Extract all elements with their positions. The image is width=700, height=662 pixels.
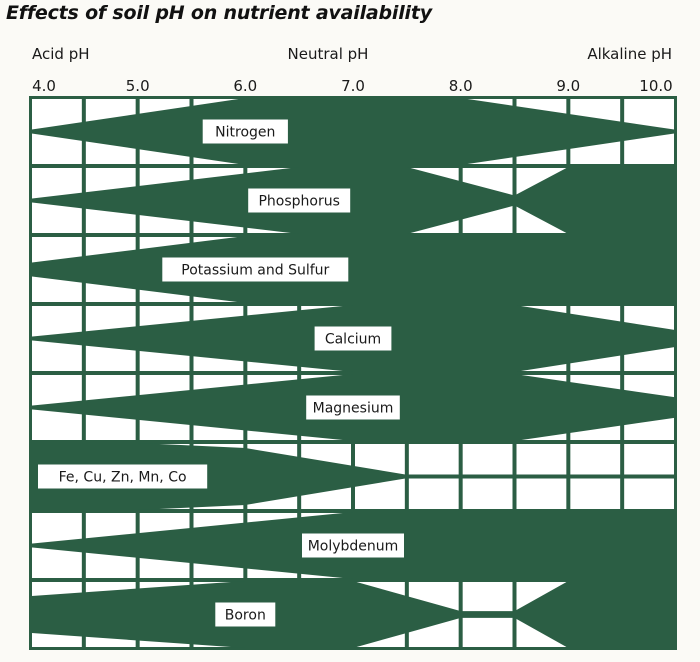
band-phosphorus [30,167,676,234]
chart-title: Effects of soil pH on nutrient availabil… [6,2,432,24]
label-box-magnesium [306,395,400,420]
grid-cell [32,306,82,337]
label-box-fe-cu-zn-mn-co [38,464,208,489]
band-label-calcium: Calcium [325,332,381,348]
grid-cell [32,513,82,544]
grid-cell [570,478,621,509]
label-box-nitrogen [202,119,288,144]
grid-cell [32,340,82,371]
header-label-alkaline: Alkaline pH [587,45,672,63]
header-label-acid: Acid pH [32,45,90,63]
band-boron [30,581,676,648]
grid-cell [32,375,82,406]
label-box-calcium [314,326,392,351]
grid-cell [516,478,567,509]
grid-cell [516,444,567,475]
band-fe-cu-zn-mn-co [30,443,676,510]
x-tick-label: 5.0 [126,77,150,95]
grid-cell [32,547,82,578]
grid-cell [32,409,82,440]
grid-cell [462,582,513,613]
band-nitrogen [30,98,676,165]
x-tick-label: 7.0 [341,77,365,95]
label-box-molybdenum [302,533,404,558]
label-box-phosphorus [248,188,351,213]
band-potassium-and-sulfur [30,236,676,303]
band-label-phosphorus: Phosphorus [258,194,339,210]
grid-cell [408,478,459,509]
grid-cell [624,478,674,509]
grid-cell [462,444,513,475]
grid-cell [462,478,513,509]
x-tick-label: 10.0 [639,77,672,95]
plot-border [29,96,677,650]
grid-cell [32,202,82,233]
x-tick-label: 4.0 [32,77,56,95]
band-label-potassium-and-sulfur: Potassium and Sulfur [181,263,329,279]
grid-cell [570,444,621,475]
x-tick-label: 8.0 [449,77,473,95]
band-label-nitrogen: Nitrogen [215,125,275,141]
band-label-boron: Boron [225,608,266,624]
grid-cell [32,168,82,199]
band-label-molybdenum: Molybdenum [308,539,399,555]
grid-cell [408,444,459,475]
x-tick-label: 6.0 [233,77,257,95]
header-label-neutral: Neutral pH [288,45,369,63]
grid-cell [462,616,513,647]
grid-cell [624,444,674,475]
label-box-potassium-and-sulfur [162,257,349,282]
band-label-fe-cu-zn-mn-co: Fe, Cu, Zn, Mn, Co [59,470,187,486]
label-box-boron [215,602,276,627]
band-label-magnesium: Magnesium [313,401,394,417]
x-tick-label: 9.0 [556,77,580,95]
